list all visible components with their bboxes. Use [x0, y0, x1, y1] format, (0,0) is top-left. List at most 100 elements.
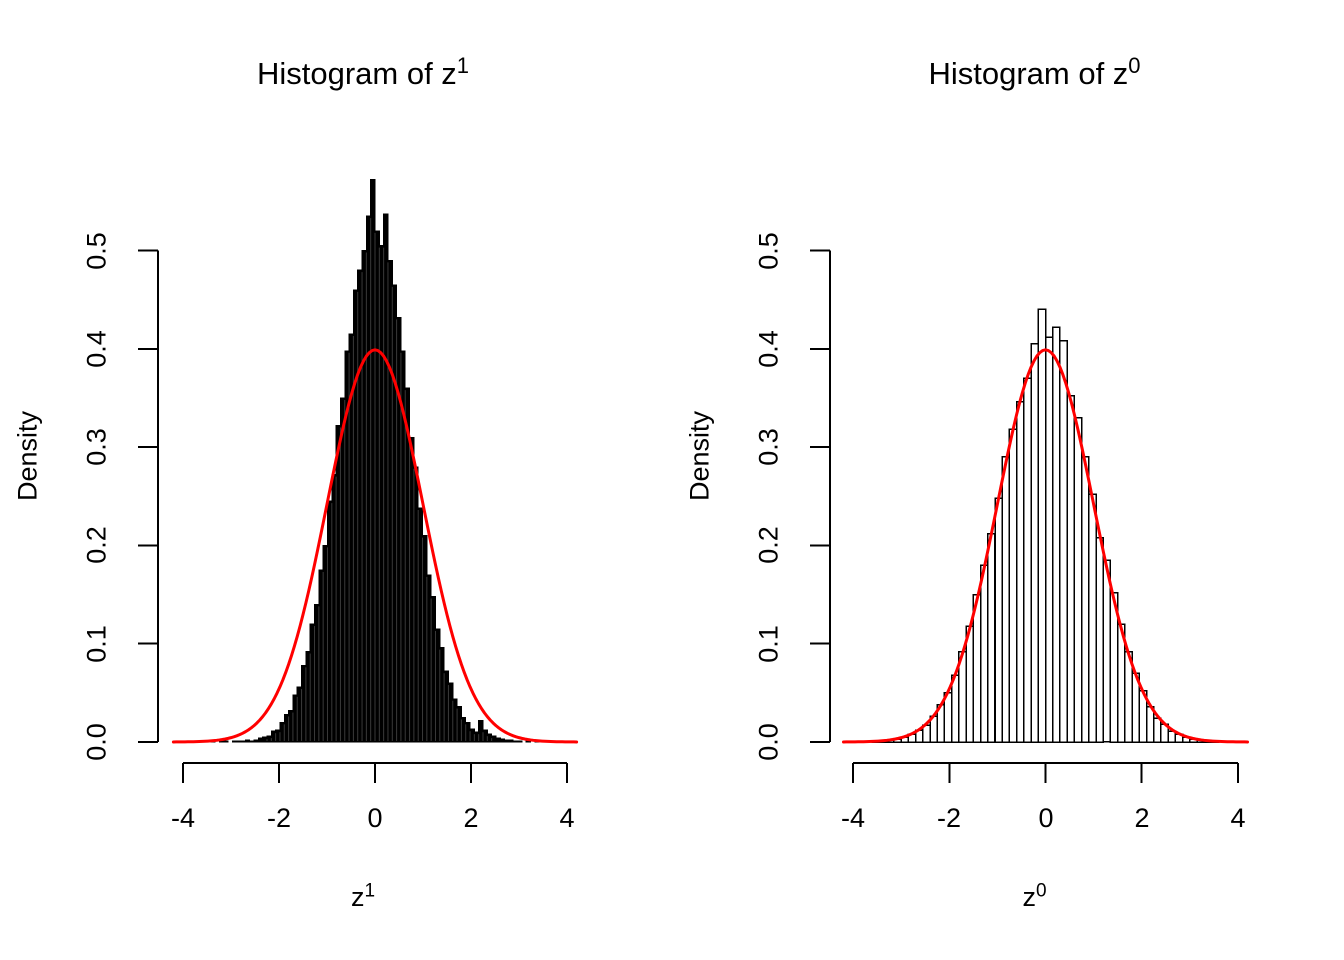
histogram-bar	[943, 692, 953, 743]
right-x-axis-label-superscript: 0	[1035, 880, 1047, 902]
histogram-bar	[1044, 336, 1054, 743]
histogram-bar	[517, 740, 523, 743]
histogram-bar	[357, 269, 363, 743]
x-tick-label: 2	[463, 803, 479, 833]
x-tick-label: -4	[840, 803, 866, 833]
y-tick-label: 0.2	[753, 526, 784, 564]
y-tick-label: 0.4	[81, 330, 112, 368]
histogram-bar	[1088, 493, 1097, 743]
histogram-bar	[236, 740, 242, 743]
left-plot-title-text: Histogram of z	[256, 56, 457, 91]
histogram-bar	[335, 424, 341, 743]
histogram-bar	[244, 739, 251, 743]
histogram-bar	[1001, 456, 1011, 743]
histogram-bar	[257, 737, 264, 743]
histogram-bar	[266, 735, 272, 743]
histogram-bar	[1030, 343, 1040, 743]
histogram-bar	[1080, 456, 1090, 743]
y-tick-label: 0.0	[81, 723, 112, 761]
histogram-bar	[370, 179, 376, 743]
histogram-bar	[447, 682, 454, 743]
y-tick-label: 0.3	[81, 428, 112, 466]
histogram-bar	[469, 728, 475, 743]
x-tick-label: 0	[1038, 803, 1054, 833]
histogram-bar	[409, 436, 415, 743]
histogram-bar	[391, 284, 398, 743]
y-tick-label: 0.5	[81, 232, 112, 270]
histogram-bar	[422, 535, 428, 743]
histogram-bar	[417, 507, 424, 743]
histogram-bar	[262, 736, 268, 743]
histogram-bar	[1037, 308, 1047, 743]
histogram-bar	[339, 397, 346, 743]
histogram-bar	[322, 544, 328, 743]
histogram-bar	[994, 497, 1003, 743]
histogram-bar	[452, 698, 458, 743]
left-plot-title: Histogram of z1	[158, 50, 568, 98]
right-axes	[810, 249, 1239, 783]
histogram-bar	[352, 289, 359, 743]
left-axes	[138, 249, 568, 783]
histogram-bar	[301, 664, 307, 743]
histogram-bar	[1051, 326, 1061, 743]
histogram-bar	[499, 738, 506, 743]
y-tick-label: 0.4	[753, 330, 784, 368]
right-plot-title: Histogram of z0	[830, 50, 1239, 98]
histogram-bar	[1102, 559, 1112, 743]
y-tick-label: 0.1	[81, 625, 112, 663]
histogram-bar	[296, 686, 303, 743]
histogram-bar	[1059, 340, 1068, 743]
histogram-bar	[1145, 705, 1155, 743]
x-tick-label: 4	[1230, 803, 1246, 833]
histogram-bar	[504, 739, 510, 743]
histogram-bar	[314, 603, 320, 743]
right-plot	[810, 249, 1250, 783]
histogram-bar	[331, 474, 337, 743]
histogram-bar	[965, 625, 975, 743]
histogram-bar	[387, 259, 393, 743]
histogram-bar	[223, 740, 229, 743]
histogram-bar	[426, 574, 432, 743]
histogram-bar	[491, 735, 497, 743]
histogram-bar	[430, 596, 436, 743]
x-tick-label: -2	[936, 803, 962, 833]
left-plot	[138, 179, 579, 783]
left-histogram-bars	[201, 179, 549, 743]
histogram-bar	[231, 740, 238, 743]
histogram-bar	[305, 651, 311, 743]
histogram-bar	[292, 694, 298, 743]
left-plot-title-superscript: 1	[456, 53, 470, 78]
right-normal-curve	[841, 348, 1250, 744]
histogram-bar	[1015, 401, 1025, 743]
right-plot-title-text: Histogram of z	[928, 56, 1129, 91]
histogram-bar	[378, 245, 385, 743]
histogram-bar	[270, 730, 277, 743]
histogram-bar	[486, 733, 493, 743]
histogram-bar	[374, 230, 380, 743]
histogram-bar	[512, 740, 519, 743]
histogram-bar	[1152, 717, 1162, 743]
right-histogram-bars	[871, 308, 1220, 743]
left-x-axis-label: z1	[158, 872, 568, 922]
histogram-bar	[309, 623, 316, 743]
histogram-bar	[460, 716, 467, 743]
right-x-axis-label-text: z	[1022, 882, 1036, 912]
histogram-bar	[443, 670, 449, 743]
histogram-bar	[495, 737, 501, 743]
y-tick-label: 0.3	[753, 428, 784, 466]
histogram-bar	[1095, 536, 1104, 743]
y-tick-label: 0.0	[753, 723, 784, 761]
histogram-bar	[473, 731, 480, 743]
histogram-bar	[508, 739, 514, 743]
histogram-bar	[1073, 416, 1083, 743]
histogram-bar	[365, 215, 372, 743]
histogram-bar	[326, 500, 333, 743]
right-x-axis-label: z0	[830, 872, 1239, 922]
histogram-bar	[253, 739, 259, 743]
y-tick-label: 0.1	[753, 625, 784, 663]
left-y-axis-label: Density	[12, 410, 43, 502]
right-plot-title-superscript: 0	[1128, 53, 1141, 78]
histogram-bar	[249, 740, 255, 743]
histogram-bar	[361, 250, 367, 743]
